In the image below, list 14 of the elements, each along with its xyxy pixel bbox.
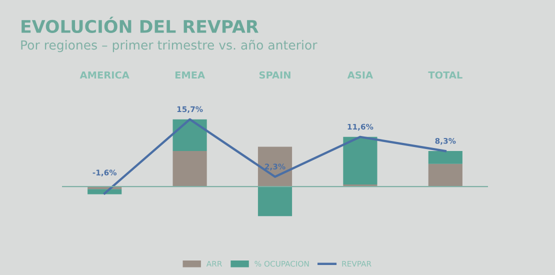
x-tick-label: SPAIN	[259, 71, 290, 79]
bar	[88, 189, 122, 194]
x-tick-label: ASIA	[347, 71, 373, 79]
chart-subtitle: Por regiones – primer trimestre vs. año anterior	[21, 40, 318, 52]
x-tick-label: AMERICA	[80, 71, 130, 79]
bar	[428, 164, 462, 187]
bar	[428, 151, 462, 164]
bar	[258, 186, 292, 216]
bar	[172, 119, 207, 152]
bar	[172, 151, 207, 187]
x-tick-label: EMEA	[175, 71, 205, 79]
x-tick-label: TOTAL	[428, 71, 462, 79]
chart-title: EVOLUCIÓN DEL REVPAR	[22, 16, 258, 34]
bar	[343, 136, 378, 184]
